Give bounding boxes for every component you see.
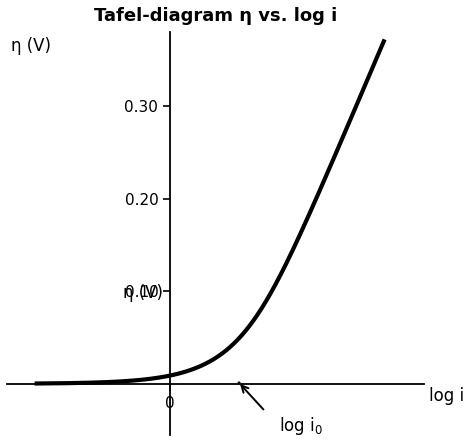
Title: Tafel-diagram η vs. log i: Tafel-diagram η vs. log i [94, 7, 337, 25]
Text: η (V): η (V) [123, 284, 163, 302]
Text: log i$_0$: log i$_0$ [279, 415, 323, 437]
Text: log i: log i [429, 387, 463, 405]
Text: η (V): η (V) [11, 37, 52, 55]
